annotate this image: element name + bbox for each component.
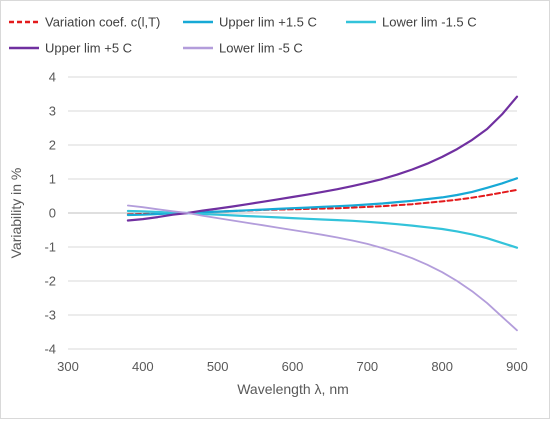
series-lines (126, 95, 519, 332)
x-tick-label: 300 (57, 359, 79, 374)
x-tick-label: 500 (207, 359, 229, 374)
x-axis-title: Wavelength λ, nm (237, 381, 349, 397)
y-axis-title: Variability in % (8, 168, 24, 259)
series-line-lower-lim-5-c (127, 204, 518, 332)
legend-label: Upper lim +5 C (45, 41, 132, 56)
y-tick-label: -4 (44, 342, 56, 357)
tick-labels: -4 -3 -2 -1 0 1 2 3 4 300 400 500 600 700 800 900 (44, 70, 527, 375)
series-line-upper-lim-5-c (126, 95, 519, 222)
y-tick-label: 2 (49, 138, 56, 153)
series-line-lower-lim-1-5-c (126, 209, 519, 249)
legend-label: Variation coef. c(l,T) (45, 15, 160, 30)
y-tick-label: 3 (49, 104, 56, 119)
x-tick-label: 400 (132, 359, 154, 374)
y-tick-label: 0 (49, 206, 56, 221)
legend-label: Lower lim -5 C (219, 41, 303, 56)
y-tick-label: 4 (49, 70, 56, 85)
y-tick-label: -3 (44, 308, 56, 323)
y-tick-label: 1 (49, 172, 56, 187)
x-tick-label: 600 (282, 359, 304, 374)
y-tick-label: -1 (44, 240, 56, 255)
x-tick-label: 700 (356, 359, 378, 374)
legend-label: Upper lim +1.5 C (219, 15, 317, 30)
legend-label: Lower lim -1.5 C (382, 15, 477, 30)
x-tick-label: 900 (506, 359, 528, 374)
y-tick-label: -2 (44, 274, 56, 289)
legend: Variation coef. c(l,T) Upper lim +1.5 C Lo… (9, 15, 477, 56)
gridlines (68, 76, 517, 350)
x-tick-label: 800 (431, 359, 453, 374)
